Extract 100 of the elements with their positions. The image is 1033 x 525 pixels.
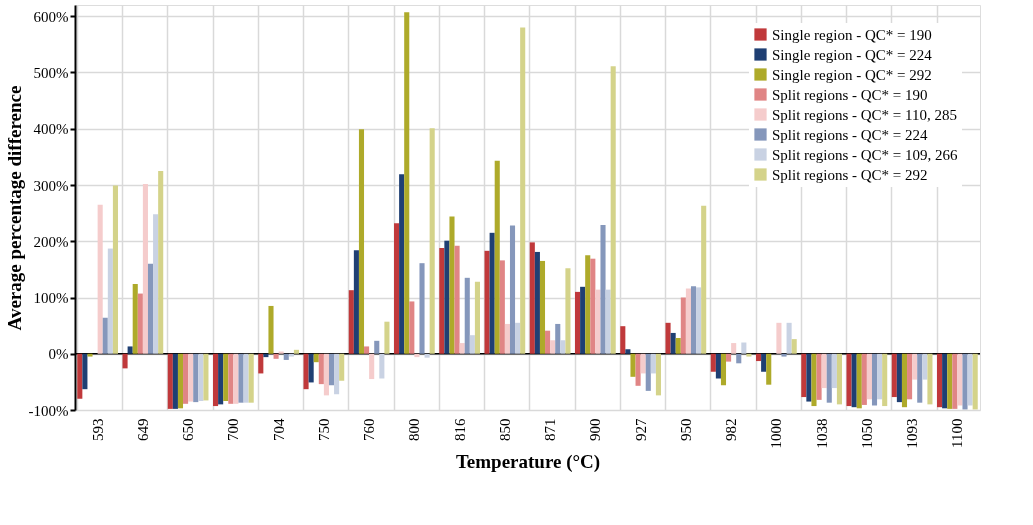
bar: [323, 353, 329, 396]
bar: [444, 240, 450, 354]
bar: [896, 353, 902, 403]
bar: [922, 353, 928, 380]
bar: [816, 353, 822, 400]
bar: [374, 340, 380, 354]
bar: [786, 322, 792, 354]
bar: [82, 353, 88, 390]
x-tick-label: 816: [451, 418, 468, 441]
x-tick-label: 1093: [904, 418, 921, 449]
bar: [690, 286, 697, 354]
bar: [474, 281, 480, 354]
bar: [630, 353, 636, 377]
bar: [454, 245, 460, 354]
bar: [233, 353, 239, 404]
bar: [967, 353, 973, 406]
bar: [404, 12, 410, 354]
bar: [273, 353, 279, 359]
y-tick-label: 0%: [48, 346, 69, 363]
bar: [710, 353, 716, 372]
bar: [791, 339, 797, 354]
bar: [158, 170, 164, 354]
bar: [680, 297, 686, 354]
bar: [439, 248, 445, 354]
bar: [736, 353, 742, 364]
legend-label: Split regions - QC* = 190: [772, 86, 928, 103]
x-tick-label: 750: [315, 418, 332, 441]
bar: [268, 305, 274, 354]
bar: [550, 340, 556, 354]
bar: [358, 129, 365, 354]
y-tick-label: 100%: [33, 290, 69, 306]
bar: [213, 353, 219, 407]
bar: [595, 289, 601, 354]
bar: [334, 353, 340, 395]
bar: [640, 353, 646, 374]
legend-label: Single region - QC* = 292: [772, 66, 932, 83]
bar: [539, 260, 546, 354]
bar: [851, 353, 857, 408]
bar: [871, 353, 878, 406]
bar: [394, 223, 400, 354]
bar: [243, 353, 249, 403]
bar: [726, 353, 732, 362]
bar: [384, 321, 390, 354]
bar: [399, 174, 405, 354]
bar: [494, 160, 500, 354]
legend-label: Single region - QC* = 224: [772, 46, 933, 63]
bar: [172, 353, 178, 409]
bar: [509, 225, 516, 354]
bar: [238, 353, 244, 403]
bar: [555, 323, 561, 354]
bar: [801, 353, 807, 398]
bar: [861, 353, 867, 405]
bar: [620, 326, 626, 354]
bar: [87, 353, 93, 357]
bar: [685, 288, 691, 354]
bar: [183, 353, 189, 404]
bar: [942, 353, 948, 409]
bar: [645, 353, 651, 391]
bar: [515, 322, 521, 354]
x-tick-label: 704: [270, 418, 287, 441]
bar: [77, 353, 83, 399]
bar: [167, 353, 173, 409]
bar: [147, 263, 154, 354]
x-tick-label: 950: [677, 418, 694, 441]
bar: [424, 353, 430, 358]
bar: [927, 353, 933, 405]
bar: [308, 353, 314, 383]
x-tick-label: 850: [496, 418, 513, 441]
bar: [665, 322, 671, 354]
bar: [741, 342, 747, 354]
bar: [348, 290, 354, 354]
bar: [313, 353, 319, 363]
bar: [484, 250, 490, 354]
bar: [610, 66, 616, 354]
bar: [675, 338, 681, 354]
bar: [97, 204, 103, 354]
legend-label: Single region - QC* = 190: [772, 26, 932, 43]
x-tick-label: 1038: [813, 418, 830, 449]
bar: [223, 353, 229, 401]
bar: [821, 353, 827, 389]
bar: [328, 353, 335, 386]
bar: [696, 287, 702, 354]
bar: [248, 353, 254, 403]
y-tick-label: 200%: [33, 233, 69, 250]
bar: [866, 353, 872, 400]
x-tick-label: 650: [180, 418, 197, 441]
bar: [520, 27, 526, 354]
bar: [534, 251, 540, 354]
bar: [198, 353, 204, 401]
bar: [318, 353, 324, 385]
x-tick-label: 593: [89, 418, 106, 441]
y-tick-label: 300%: [33, 177, 69, 194]
y-axis-title: Average percentage difference: [3, 85, 25, 331]
bar: [193, 353, 199, 403]
bar: [731, 343, 737, 354]
bar: [947, 353, 953, 409]
legend-label: Split regions - QC* = 109, 266: [772, 146, 959, 163]
bar: [746, 353, 752, 357]
bar: [353, 250, 359, 354]
bar: [429, 128, 435, 354]
